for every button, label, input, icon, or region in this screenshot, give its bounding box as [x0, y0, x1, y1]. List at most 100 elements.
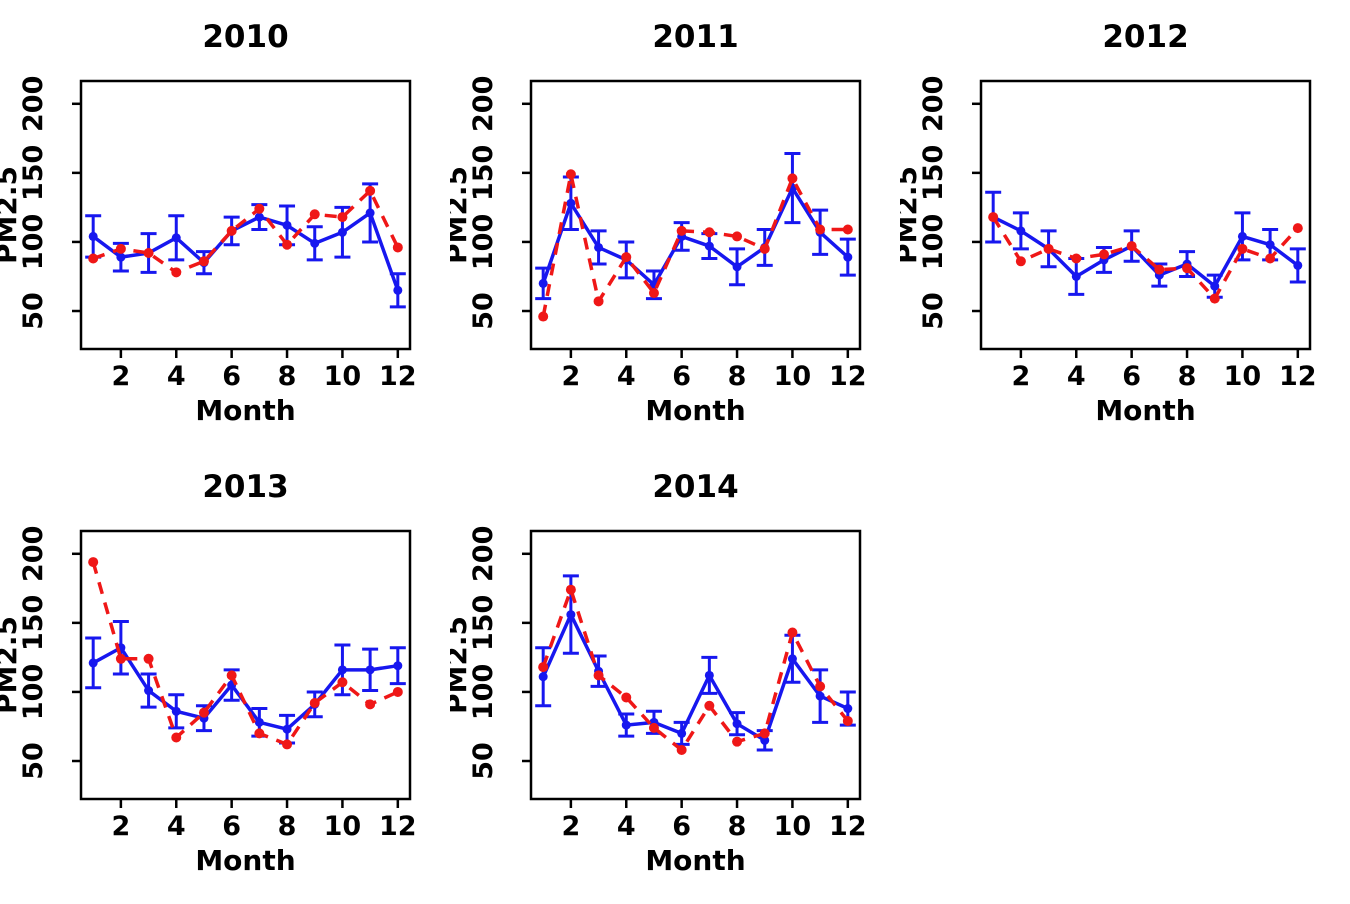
x-axis-tick-label: 4 [1067, 361, 1086, 392]
series-blue-point [365, 208, 375, 218]
series-blue-point [843, 704, 853, 714]
y-axis-tick-label: 100 [18, 664, 49, 720]
series-red-line [92, 189, 400, 275]
y-axis-tick-label: 100 [18, 214, 49, 270]
series-blue-point [1265, 240, 1275, 250]
chart-panel-cell: 2010 2 4 6 8 10 12 50 100 150 200 Month PM2.5 [0, 0, 450, 450]
y-axis-label: PM2.5 [450, 166, 473, 264]
series-blue-point [704, 670, 714, 680]
series-blue-line [541, 612, 849, 743]
series-red-point [226, 225, 237, 236]
panel-title: 2014 [652, 469, 738, 505]
series-red-point [988, 212, 999, 223]
series-red-point [1098, 249, 1109, 260]
x-axis-tick-label: 8 [728, 811, 747, 842]
y-axis-tick-label: 200 [918, 76, 949, 132]
x-axis-tick-label: 12 [1279, 361, 1317, 392]
series-red-point [115, 653, 126, 664]
series-red-point [1154, 264, 1165, 275]
series-red-point [565, 169, 576, 180]
x-axis-tick-label: 6 [222, 811, 241, 842]
x-axis-tick-label: 2 [1011, 361, 1030, 392]
series-blue-point [566, 198, 576, 208]
series-blue-point [815, 691, 825, 701]
x-axis-tick-label: 4 [167, 811, 186, 842]
x-axis-tick-label: 10 [324, 811, 362, 842]
series-blue-point [594, 242, 604, 252]
y-axis-tick-label: 150 [918, 145, 949, 201]
x-axis-tick-label: 10 [324, 361, 362, 392]
series-red-point [365, 699, 376, 710]
plot-box [529, 79, 862, 351]
y-axis-label: PM2.5 [450, 616, 473, 714]
series-red-point [1265, 253, 1276, 264]
chart-panel-cell: 2012 2 4 6 8 10 12 50 100 150 200 Month PM2.5 [890, 0, 1350, 450]
series-blue-point [282, 220, 292, 230]
x-axis-tick-label: 12 [379, 811, 417, 842]
x-axis-tick-label: 2 [111, 361, 130, 392]
series-red-point [676, 225, 687, 236]
series-red-point [704, 700, 715, 711]
series-red-point [676, 744, 687, 755]
series-red-point [538, 662, 549, 673]
y-axis-tick-label: 50 [468, 292, 499, 330]
series-red-line [991, 216, 1300, 301]
error-bars-group [85, 182, 406, 309]
y-axis-tick-label: 200 [468, 526, 499, 582]
plot-box [529, 529, 862, 801]
series-blue-point [732, 719, 742, 729]
series-red-point [593, 670, 604, 681]
x-axis-tick-label: 8 [728, 361, 747, 392]
series-red-point [392, 242, 403, 253]
y-axis-tick-label: 50 [918, 292, 949, 330]
y-axis-label: PM2.5 [0, 616, 23, 714]
panel-title: 2013 [202, 469, 288, 505]
series-red-point [309, 209, 320, 220]
series-blue-point [704, 241, 714, 251]
series-red-point [88, 557, 99, 568]
x-axis-label: Month [195, 394, 295, 427]
series-blue-line [992, 215, 1299, 288]
x-axis-tick-label: 12 [379, 361, 417, 392]
chart-panel-cell: 2014 2 4 6 8 10 12 50 100 150 200 Month PM2.5 [440, 450, 900, 900]
x-axis-tick-label: 10 [1224, 361, 1262, 392]
x-axis-tick-label: 8 [278, 361, 297, 392]
series-red-point [337, 212, 348, 223]
series-red-point [1015, 256, 1026, 267]
series-blue-point [171, 233, 181, 243]
series-blue-point [538, 672, 548, 682]
x-axis-tick-label: 8 [278, 811, 297, 842]
series-red-point [732, 231, 743, 242]
series-red-line [91, 561, 399, 747]
y-axis-tick-label: 200 [468, 76, 499, 132]
error-bars-group [985, 190, 1306, 299]
x-axis-tick-label: 2 [111, 811, 130, 842]
series-red-point [198, 707, 209, 718]
series-blue-point [1016, 226, 1026, 236]
series-blue-point [677, 728, 687, 738]
y-axis-tick-label: 200 [18, 526, 49, 582]
series-red-point [254, 203, 265, 214]
x-axis-label: Month [1095, 394, 1195, 427]
x-axis-tick-label: 4 [617, 361, 636, 392]
y-axis-tick-label: 50 [468, 742, 499, 780]
series-red-line [541, 587, 850, 752]
series-blue-point [760, 735, 770, 745]
series-red-point [593, 296, 604, 307]
series-blue-point [282, 724, 292, 734]
plot-box [979, 79, 1312, 351]
series-blue-point [1237, 231, 1247, 241]
series-blue-point [1071, 271, 1081, 281]
series-red-point [648, 722, 659, 733]
y-axis-label: PM2.5 [0, 166, 23, 264]
series-red-point [759, 728, 770, 739]
x-axis-tick-label: 2 [561, 811, 580, 842]
series-red-line [541, 172, 848, 317]
x-axis-tick-label: 10 [774, 361, 812, 392]
chart-panel-cell: 2013 2 4 6 8 10 12 50 100 150 200 Month PM2.5 [0, 450, 450, 900]
y-axis-tick-label: 100 [918, 214, 949, 270]
x-axis-tick-label: 12 [829, 811, 867, 842]
series-red-point [282, 739, 293, 750]
series-red-point [621, 692, 632, 703]
series-red-point [732, 736, 743, 747]
